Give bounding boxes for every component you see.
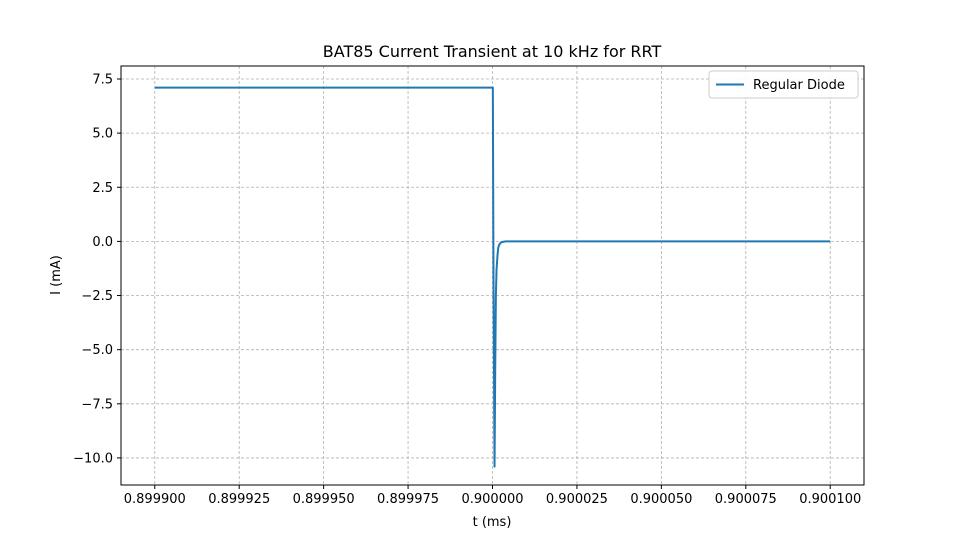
y-tick-label: 5.0 bbox=[92, 127, 113, 142]
x-tick-label: 0.899950 bbox=[293, 492, 355, 507]
legend-label: Regular Diode bbox=[753, 78, 845, 93]
x-tick-label: 0.899975 bbox=[377, 492, 439, 507]
y-axis-label: I (mA) bbox=[49, 255, 64, 295]
x-tick-label: 0.900050 bbox=[630, 492, 692, 507]
series-layer bbox=[154, 86, 831, 468]
legend: Regular Diode bbox=[708, 70, 859, 99]
y-tick-label: −10.0 bbox=[73, 451, 113, 466]
x-tick-label: 0.900025 bbox=[546, 492, 608, 507]
series-line bbox=[154, 86, 831, 468]
x-tick-label: 0.900075 bbox=[715, 492, 777, 507]
y-tick-label: 7.5 bbox=[92, 72, 113, 87]
x-tick-label: 0.900000 bbox=[461, 492, 523, 507]
x-axis-label: t (ms) bbox=[473, 515, 512, 530]
legend-box bbox=[708, 70, 859, 99]
y-tick-label: 0.0 bbox=[92, 235, 113, 250]
chart-title: BAT85 Current Transient at 10 kHz for RR… bbox=[323, 42, 662, 61]
y-tick-label: −7.5 bbox=[81, 397, 113, 412]
axis-ticks: 0.899900 0.899925 0.899950 0.899975 0.900000… bbox=[73, 72, 861, 507]
y-tick-label: −2.5 bbox=[81, 289, 113, 304]
x-tick-label: 0.899900 bbox=[124, 492, 186, 507]
x-tick-label: 0.899925 bbox=[208, 492, 270, 507]
x-tick-label: 0.900100 bbox=[799, 492, 861, 507]
y-tick-label: 2.5 bbox=[92, 181, 113, 196]
y-tick-label: −5.0 bbox=[81, 343, 113, 358]
